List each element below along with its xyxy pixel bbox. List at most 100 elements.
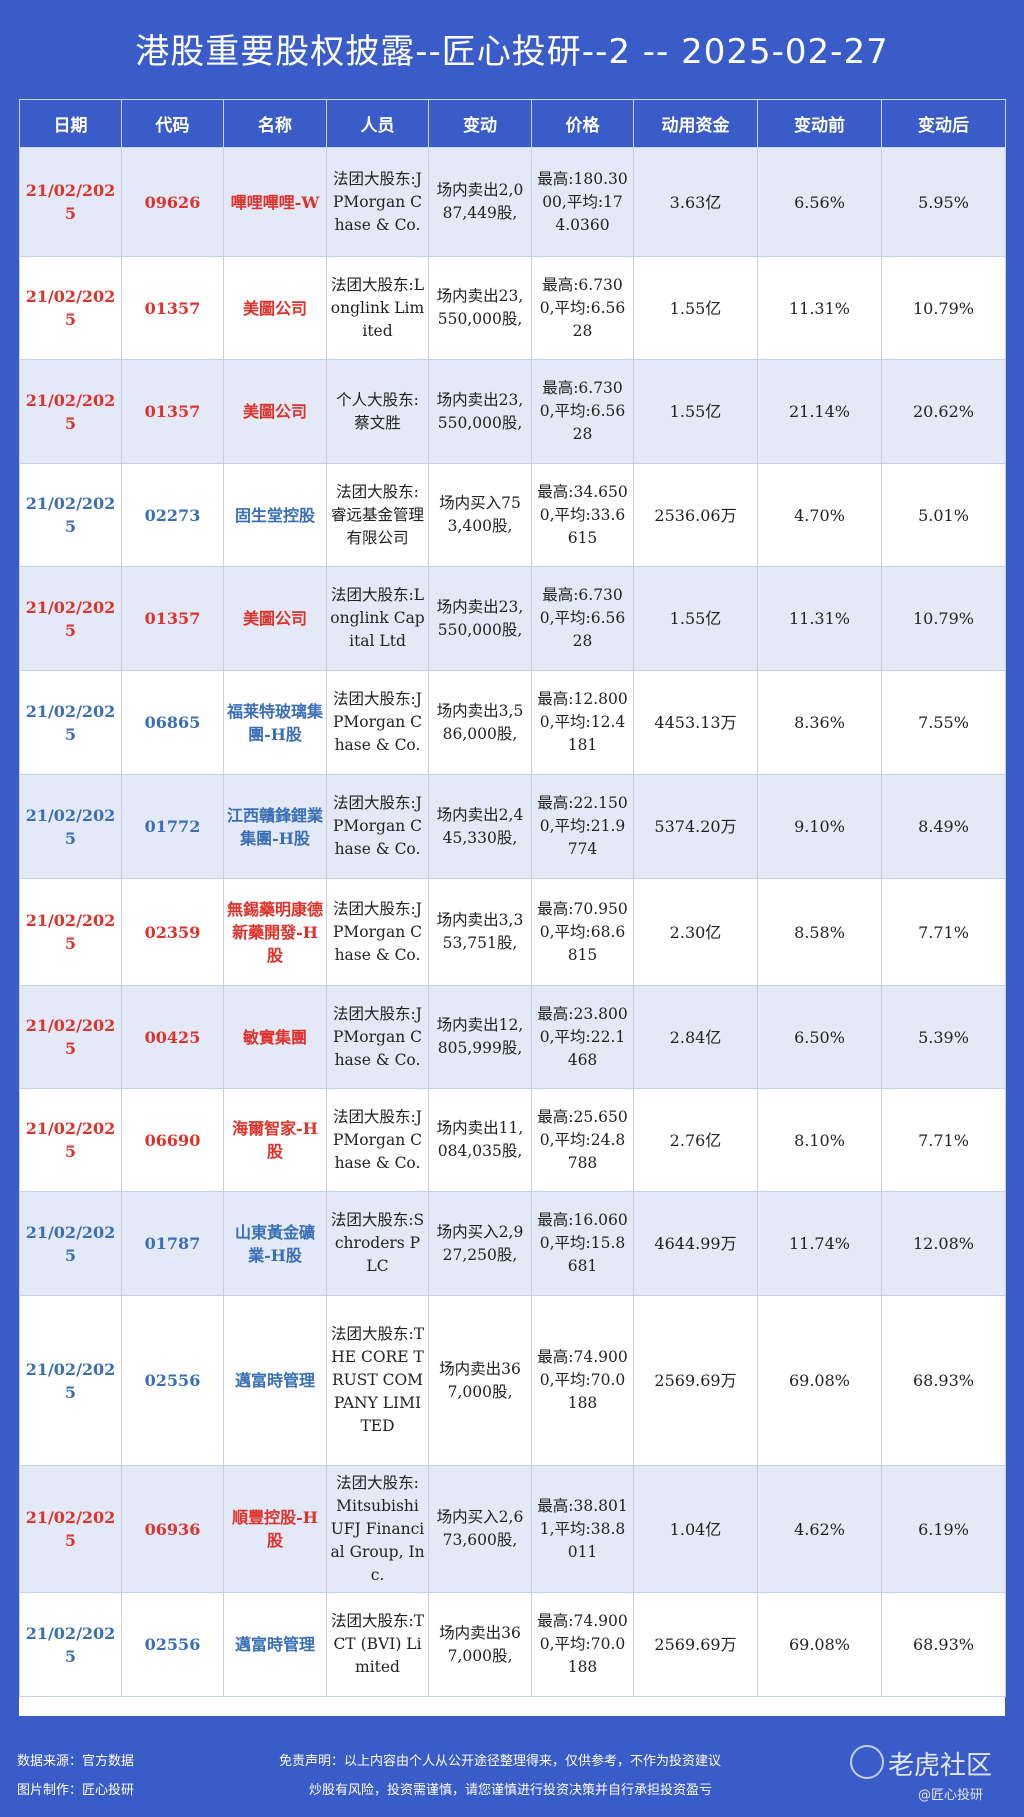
cell-person: 法团大股东:JPMorgan Chase & Co. <box>326 1088 429 1192</box>
cell-before: 6.50% <box>757 985 882 1089</box>
cell-date: 21/02/2025 <box>19 878 122 986</box>
header-before: 变动前 <box>757 99 882 148</box>
cell-code: 01357 <box>121 566 224 671</box>
cell-before: 11.31% <box>757 566 882 671</box>
cell-before: 69.08% <box>757 1295 882 1466</box>
cell-after: 5.01% <box>881 463 1006 567</box>
table-row: 21/02/2025 09626 嗶哩嗶哩-W 法团大股东:JPMorgan Chas… <box>19 147 1006 257</box>
watermark-sub: @匠心投研 <box>918 1788 984 1803</box>
cell-after: 7.55% <box>881 670 1006 775</box>
cell-price: 最高:180.3000,平均:174.0360 <box>531 147 634 257</box>
cell-name: 山東黃金礦業-H股 <box>223 1191 327 1296</box>
disclosure-table: 日期 代码 名称 人员 变动 价格 动用资金 变动前 变动后 21/02/202… <box>19 99 1006 1697</box>
cell-date: 21/02/2025 <box>19 1088 122 1192</box>
cell-person: 法团大股东:JPMorgan Chase & Co. <box>326 774 429 879</box>
page-title: 港股重要股权披露--匠心投研--2 -- 2025-02-27 <box>135 31 889 72</box>
cell-date: 21/02/2025 <box>19 985 122 1089</box>
footer-disclaimer: 免责声明：以上内容由个人从公开途径整理得来，仅供参考，不作为投资建议 <box>279 1754 722 1769</box>
cell-after: 6.19% <box>881 1465 1006 1593</box>
header-after: 变动后 <box>881 99 1006 148</box>
cell-before: 9.10% <box>757 774 882 879</box>
table-row: 21/02/2025 06690 海爾智家-H股 法团大股东:JPMorgan Cha… <box>19 1088 1006 1192</box>
cell-amount: 3.63亿 <box>633 147 758 257</box>
cell-change: 场内卖出2,445,330股, <box>428 774 532 879</box>
cell-before: 8.10% <box>757 1088 882 1192</box>
cell-name: 嗶哩嗶哩-W <box>223 147 327 257</box>
cell-amount: 2.76亿 <box>633 1088 758 1192</box>
cell-after: 5.95% <box>881 147 1006 257</box>
cell-code: 06865 <box>121 670 224 775</box>
cell-date: 21/02/2025 <box>19 1191 122 1296</box>
cell-amount: 2.84亿 <box>633 985 758 1089</box>
cell-name: 邁富時管理 <box>223 1592 327 1697</box>
cell-before: 11.74% <box>757 1191 882 1296</box>
footer-maker: 图片制作：匠心投研 <box>17 1783 135 1798</box>
cell-price: 最高:34.6500,平均:33.6615 <box>531 463 634 567</box>
cell-name: 美圖公司 <box>223 566 327 671</box>
cell-after: 12.08% <box>881 1191 1006 1296</box>
cell-price: 最高:74.9000,平均:70.0188 <box>531 1592 634 1697</box>
table-row: 21/02/2025 02273 固生堂控股 法团大股东:睿远基金管理有限公司 场内买入… <box>19 463 1006 567</box>
cell-person: 法团大股东:Mitsubishi UFJ Financial Group, In… <box>326 1465 429 1593</box>
header-code: 代码 <box>121 99 224 148</box>
cell-change: 场内买入753,400股, <box>428 463 532 567</box>
table-row: 21/02/2025 02556 邁富時管理 法团大股东:THE CORE TRUST… <box>19 1295 1006 1466</box>
cell-amount: 2569.69万 <box>633 1592 758 1697</box>
cell-change: 场内卖出11,084,035股, <box>428 1088 532 1192</box>
cell-code: 02556 <box>121 1592 224 1697</box>
cell-person: 法团大股东:JPMorgan Chase & Co. <box>326 147 429 257</box>
cell-name: 邁富時管理 <box>223 1295 327 1466</box>
cell-person: 法团大股东:JPMorgan Chase & Co. <box>326 985 429 1089</box>
header-name: 名称 <box>223 99 327 148</box>
table-row: 21/02/2025 01357 美圖公司 法团大股东:Longlink Capita… <box>19 566 1006 671</box>
cell-after: 5.39% <box>881 985 1006 1089</box>
cell-code: 06936 <box>121 1465 224 1593</box>
cell-price: 最高:16.0600,平均:15.8681 <box>531 1191 634 1296</box>
cell-price: 最高:22.1500,平均:21.9774 <box>531 774 634 879</box>
cell-price: 最高:6.7300,平均:6.5628 <box>531 359 634 464</box>
cell-amount: 4644.99万 <box>633 1191 758 1296</box>
cell-change: 场内卖出3,586,000股, <box>428 670 532 775</box>
cell-before: 21.14% <box>757 359 882 464</box>
cell-after: 20.62% <box>881 359 1006 464</box>
table-row: 21/02/2025 02359 無錫藥明康德新藥開發-H股 法团大股东:JPMorg… <box>19 878 1006 986</box>
table-row: 21/02/2025 00425 敏實集團 法团大股东:JPMorgan Chase … <box>19 985 1006 1089</box>
cell-price: 最高:12.8000,平均:12.4181 <box>531 670 634 775</box>
cell-date: 21/02/2025 <box>19 1295 122 1466</box>
cell-person: 法团大股东:THE CORE TRUST COMPANY LIMITED <box>326 1295 429 1466</box>
cell-price: 最高:25.6500,平均:24.8788 <box>531 1088 634 1192</box>
cell-name: 美圖公司 <box>223 256 327 360</box>
cell-after: 68.93% <box>881 1592 1006 1697</box>
cell-name: 海爾智家-H股 <box>223 1088 327 1192</box>
cell-after: 8.49% <box>881 774 1006 879</box>
cell-amount: 5374.20万 <box>633 774 758 879</box>
cell-amount: 1.55亿 <box>633 359 758 464</box>
cell-code: 01357 <box>121 359 224 464</box>
cell-code: 00425 <box>121 985 224 1089</box>
cell-code: 06690 <box>121 1088 224 1192</box>
header-amount: 动用资金 <box>633 99 758 148</box>
cell-price: 最高:74.9000,平均:70.0188 <box>531 1295 634 1466</box>
cell-change: 场内卖出12,805,999股, <box>428 985 532 1089</box>
cell-date: 21/02/2025 <box>19 1465 122 1593</box>
cell-price: 最高:6.7300,平均:6.5628 <box>531 566 634 671</box>
cell-name: 江西贛鋒鋰業集團-H股 <box>223 774 327 879</box>
cell-code: 01787 <box>121 1191 224 1296</box>
cell-person: 法团大股东:Longlink Capital Ltd <box>326 566 429 671</box>
cell-amount: 2.30亿 <box>633 878 758 986</box>
cell-change: 场内卖出2,087,449股, <box>428 147 532 257</box>
table-row: 21/02/2025 06936 順豐控股-H股 法团大股东:Mitsubishi U… <box>19 1465 1006 1593</box>
cell-before: 6.56% <box>757 147 882 257</box>
cell-amount: 4453.13万 <box>633 670 758 775</box>
cell-after: 10.79% <box>881 566 1006 671</box>
cell-change: 场内卖出23,550,000股, <box>428 256 532 360</box>
cell-before: 8.58% <box>757 878 882 986</box>
table-row: 21/02/2025 01772 江西贛鋒鋰業集團-H股 法团大股东:JPMorgan… <box>19 774 1006 879</box>
cell-person: 法团大股东:TCT (BVI) Limited <box>326 1592 429 1697</box>
cell-amount: 1.55亿 <box>633 256 758 360</box>
table-row: 21/02/2025 02556 邁富時管理 法团大股东:TCT (BVI) Limi… <box>19 1592 1006 1697</box>
cell-price: 最高:23.8000,平均:22.1468 <box>531 985 634 1089</box>
cell-date: 21/02/2025 <box>19 566 122 671</box>
cell-code: 01357 <box>121 256 224 360</box>
cell-change: 场内卖出23,550,000股, <box>428 566 532 671</box>
